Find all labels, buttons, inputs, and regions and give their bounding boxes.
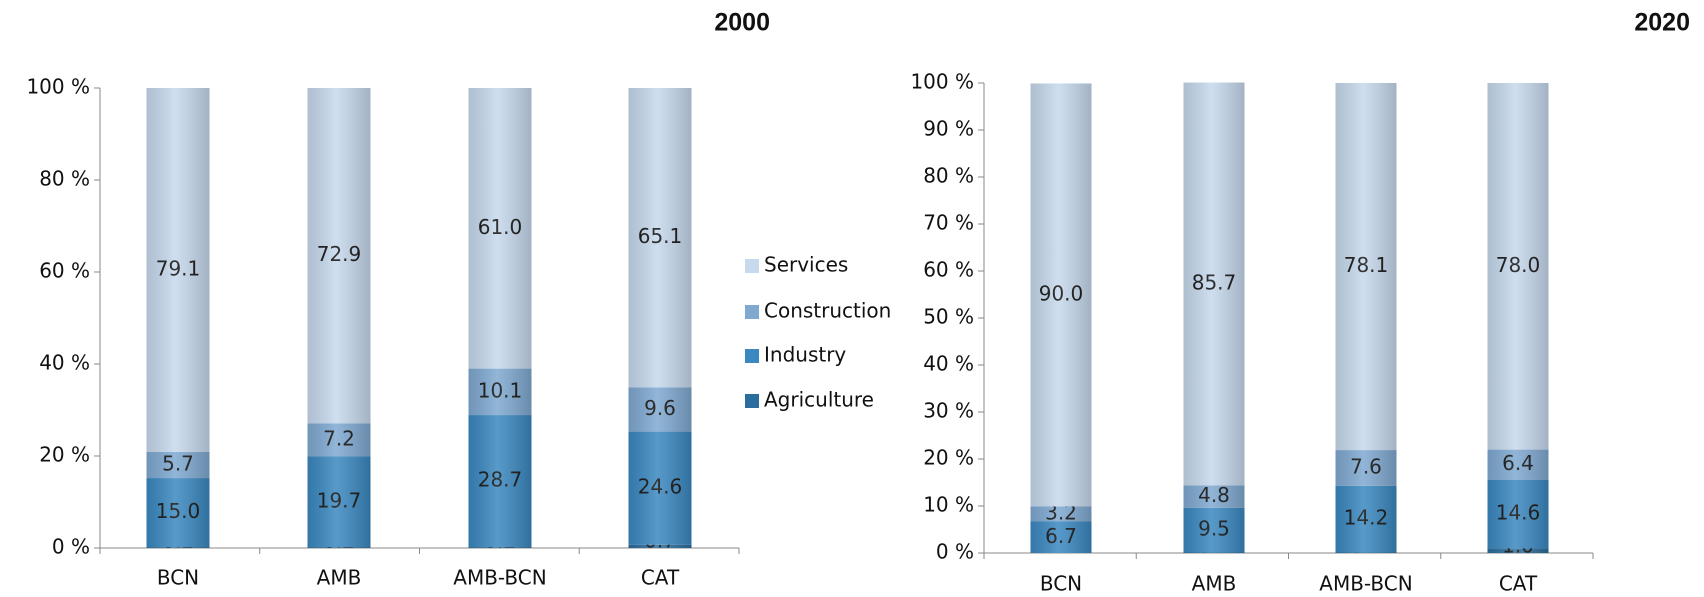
y-tick-label: 60 %	[39, 259, 90, 283]
y-tick-label: 90 %	[923, 117, 974, 141]
y-tick-label: 40 %	[923, 352, 974, 376]
y-tick-label: 0 %	[936, 540, 974, 564]
x-tick-label: AMB-BCN	[453, 566, 546, 590]
x-tick-label: AMB-BCN	[1319, 572, 1412, 596]
x-tick-label: BCN	[157, 566, 199, 590]
bar-shade	[1030, 83, 1092, 553]
bar-shade	[1487, 83, 1549, 553]
bar-shade	[307, 88, 371, 548]
legend-label: Industry	[764, 343, 846, 367]
y-tick-label: 100 %	[26, 75, 90, 99]
y-tick-label: 0 %	[52, 535, 90, 559]
x-tick-label: AMB	[317, 566, 362, 590]
y-tick-label: 50 %	[923, 305, 974, 329]
bar-shade	[1183, 82, 1245, 553]
y-tick-label: 20 %	[923, 446, 974, 470]
x-tick-label: CAT	[641, 566, 680, 590]
legend-swatch	[745, 259, 759, 273]
chart-title: 2000	[714, 9, 770, 37]
y-tick-label: 30 %	[923, 399, 974, 423]
bar-shade	[1335, 83, 1397, 553]
y-tick-label: 80 %	[923, 164, 974, 188]
legend-label: Construction	[764, 299, 891, 323]
bar-shade	[468, 88, 532, 548]
y-tick-label: 40 %	[39, 351, 90, 375]
y-tick-label: 80 %	[39, 167, 90, 191]
legend-label: Agriculture	[764, 388, 874, 412]
y-tick-label: 20 %	[39, 443, 90, 467]
x-tick-label: CAT	[1499, 572, 1538, 596]
bar-shade	[628, 88, 692, 548]
legend-label: Services	[764, 253, 848, 277]
y-tick-label: 60 %	[923, 258, 974, 282]
x-tick-label: AMB	[1192, 572, 1237, 596]
legend-swatch	[745, 394, 759, 408]
legend-swatch	[745, 349, 759, 363]
y-tick-label: 70 %	[923, 211, 974, 235]
x-tick-label: BCN	[1040, 572, 1082, 596]
y-tick-label: 100 %	[910, 70, 974, 94]
y-tick-label: 10 %	[923, 493, 974, 517]
legend-swatch	[745, 305, 759, 319]
bar-shade	[146, 88, 210, 548]
chart-title: 2020	[1634, 9, 1690, 37]
